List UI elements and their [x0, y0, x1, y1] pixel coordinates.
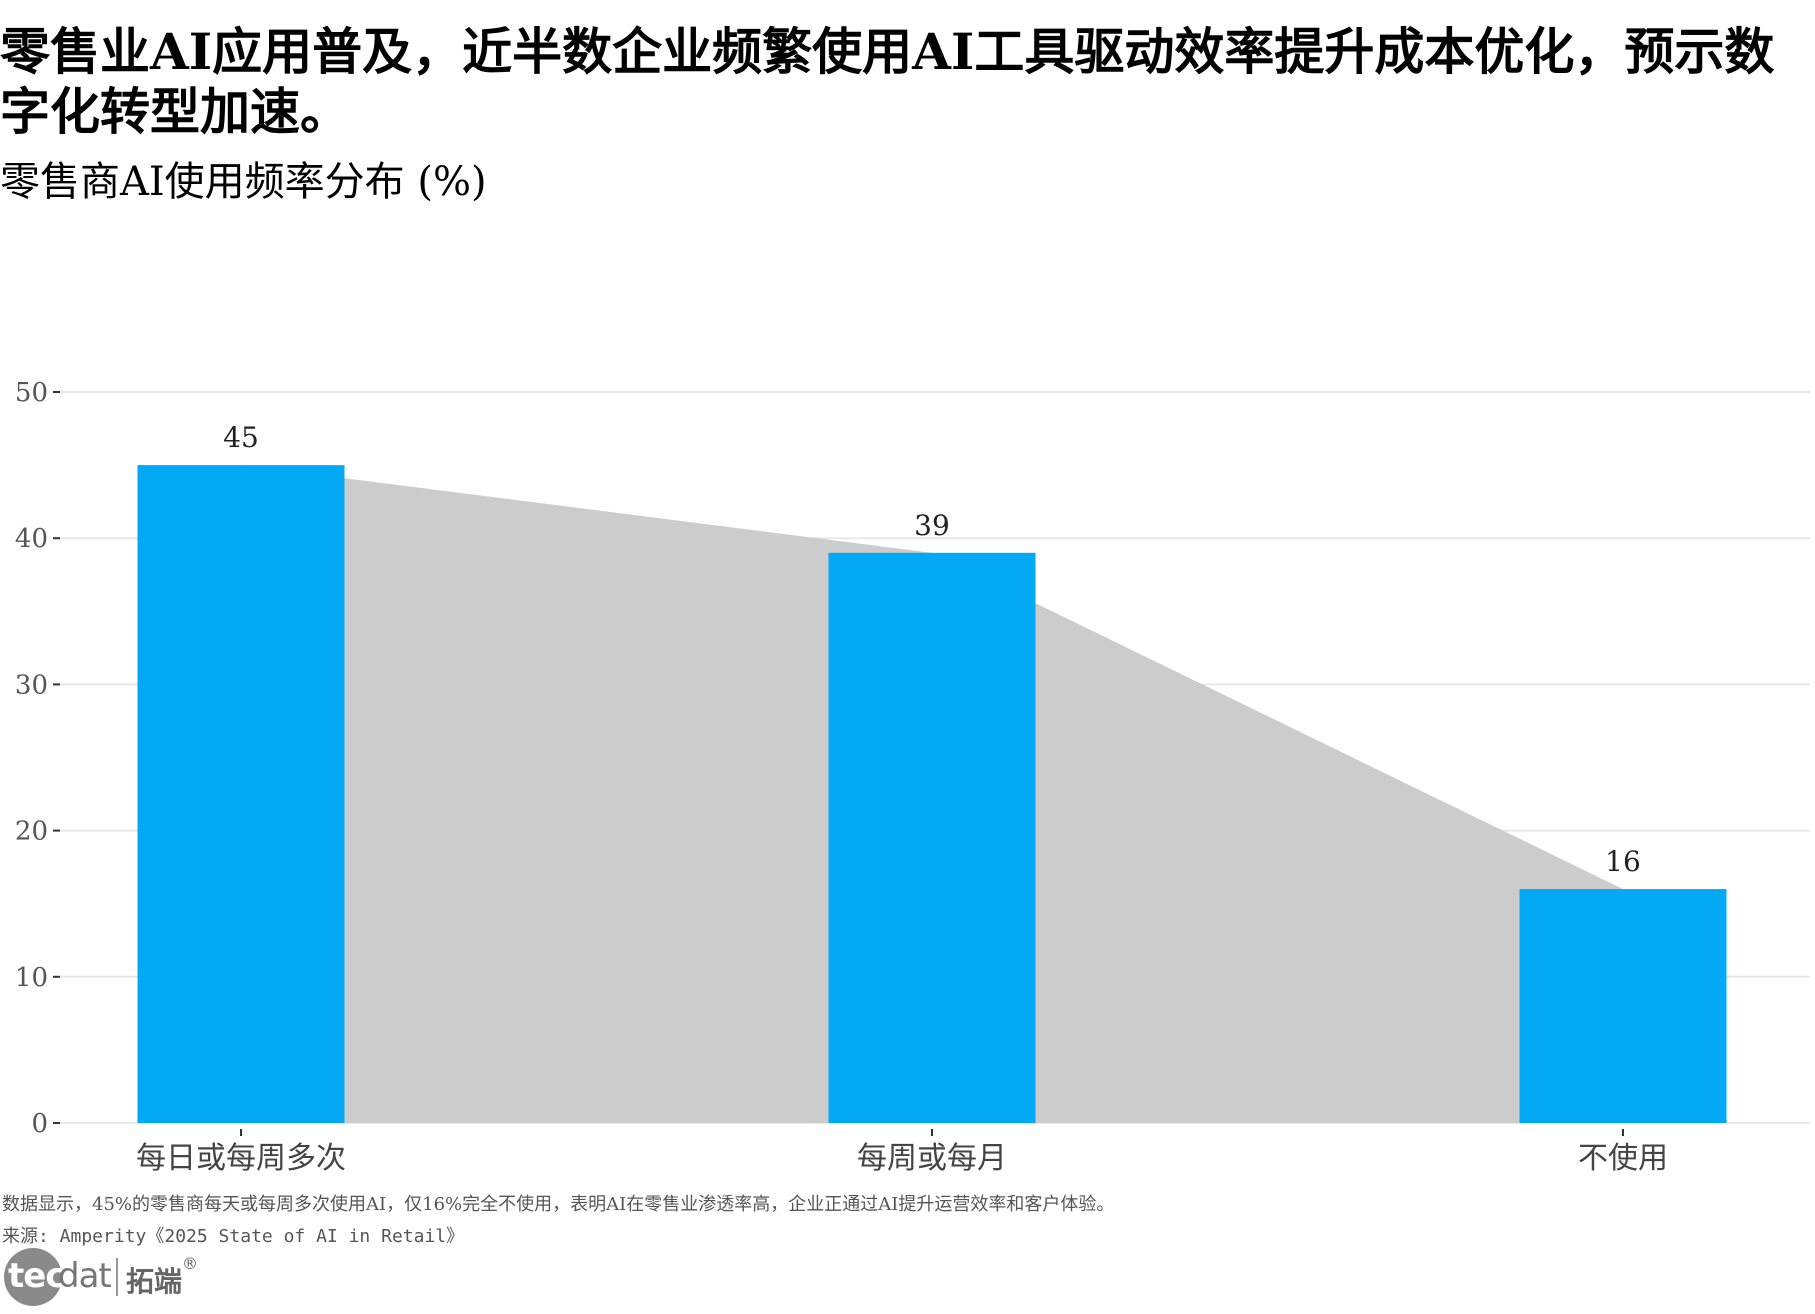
bar-3	[1519, 889, 1727, 1123]
logo-text-cn: 拓端	[126, 1265, 183, 1298]
chart-caption: 数据显示，45%的零售商每天或每周多次使用AI，仅16%完全不使用，表明AI在零…	[2, 1194, 1115, 1215]
logo-text-tec: tec	[8, 1256, 65, 1296]
x-tick-label: 不使用	[1578, 1141, 1668, 1176]
logo-text-dat: dat	[58, 1256, 112, 1296]
logo-divider	[116, 1258, 118, 1296]
data-label: 16	[1605, 845, 1641, 878]
logo-circle-icon	[4, 1248, 62, 1306]
y-tick-label: 50	[15, 378, 48, 408]
y-tick-label: 40	[15, 524, 48, 554]
chart-source: 来源: Amperity《2025 State of AI in Retail》	[2, 1226, 465, 1247]
bar-1	[137, 465, 345, 1124]
bar-chart: 0 10 20 30 40 50 45 每日或每周多次 39 每周或每月 16 不使用	[15, 378, 1810, 1176]
y-tick-label: 30	[15, 670, 48, 700]
data-label: 39	[914, 509, 950, 542]
y-tick-label: 0	[31, 1109, 48, 1139]
chart-title: 零售业AI应用普及，近半数企业频繁使用AI工具驱动效率提升成本优化，预示数字化转…	[0, 22, 1775, 141]
chart-subtitle: 零售商AI使用频率分布 (%)	[0, 159, 487, 205]
y-tick-label: 20	[15, 817, 48, 847]
tecdat-logo: tec dat 拓端 ®	[4, 1246, 204, 1308]
y-tick-label: 10	[15, 963, 48, 993]
data-label: 45	[223, 421, 259, 454]
x-tick-label: 每日或每周多次	[136, 1141, 346, 1176]
logo-registered: ®	[182, 1254, 198, 1273]
x-tick-label: 每周或每月	[857, 1141, 1007, 1176]
bar-2	[828, 552, 1036, 1123]
